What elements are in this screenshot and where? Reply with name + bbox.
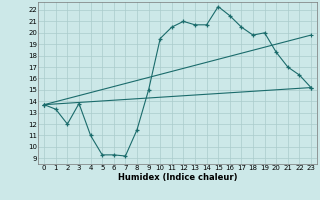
X-axis label: Humidex (Indice chaleur): Humidex (Indice chaleur) [118, 173, 237, 182]
